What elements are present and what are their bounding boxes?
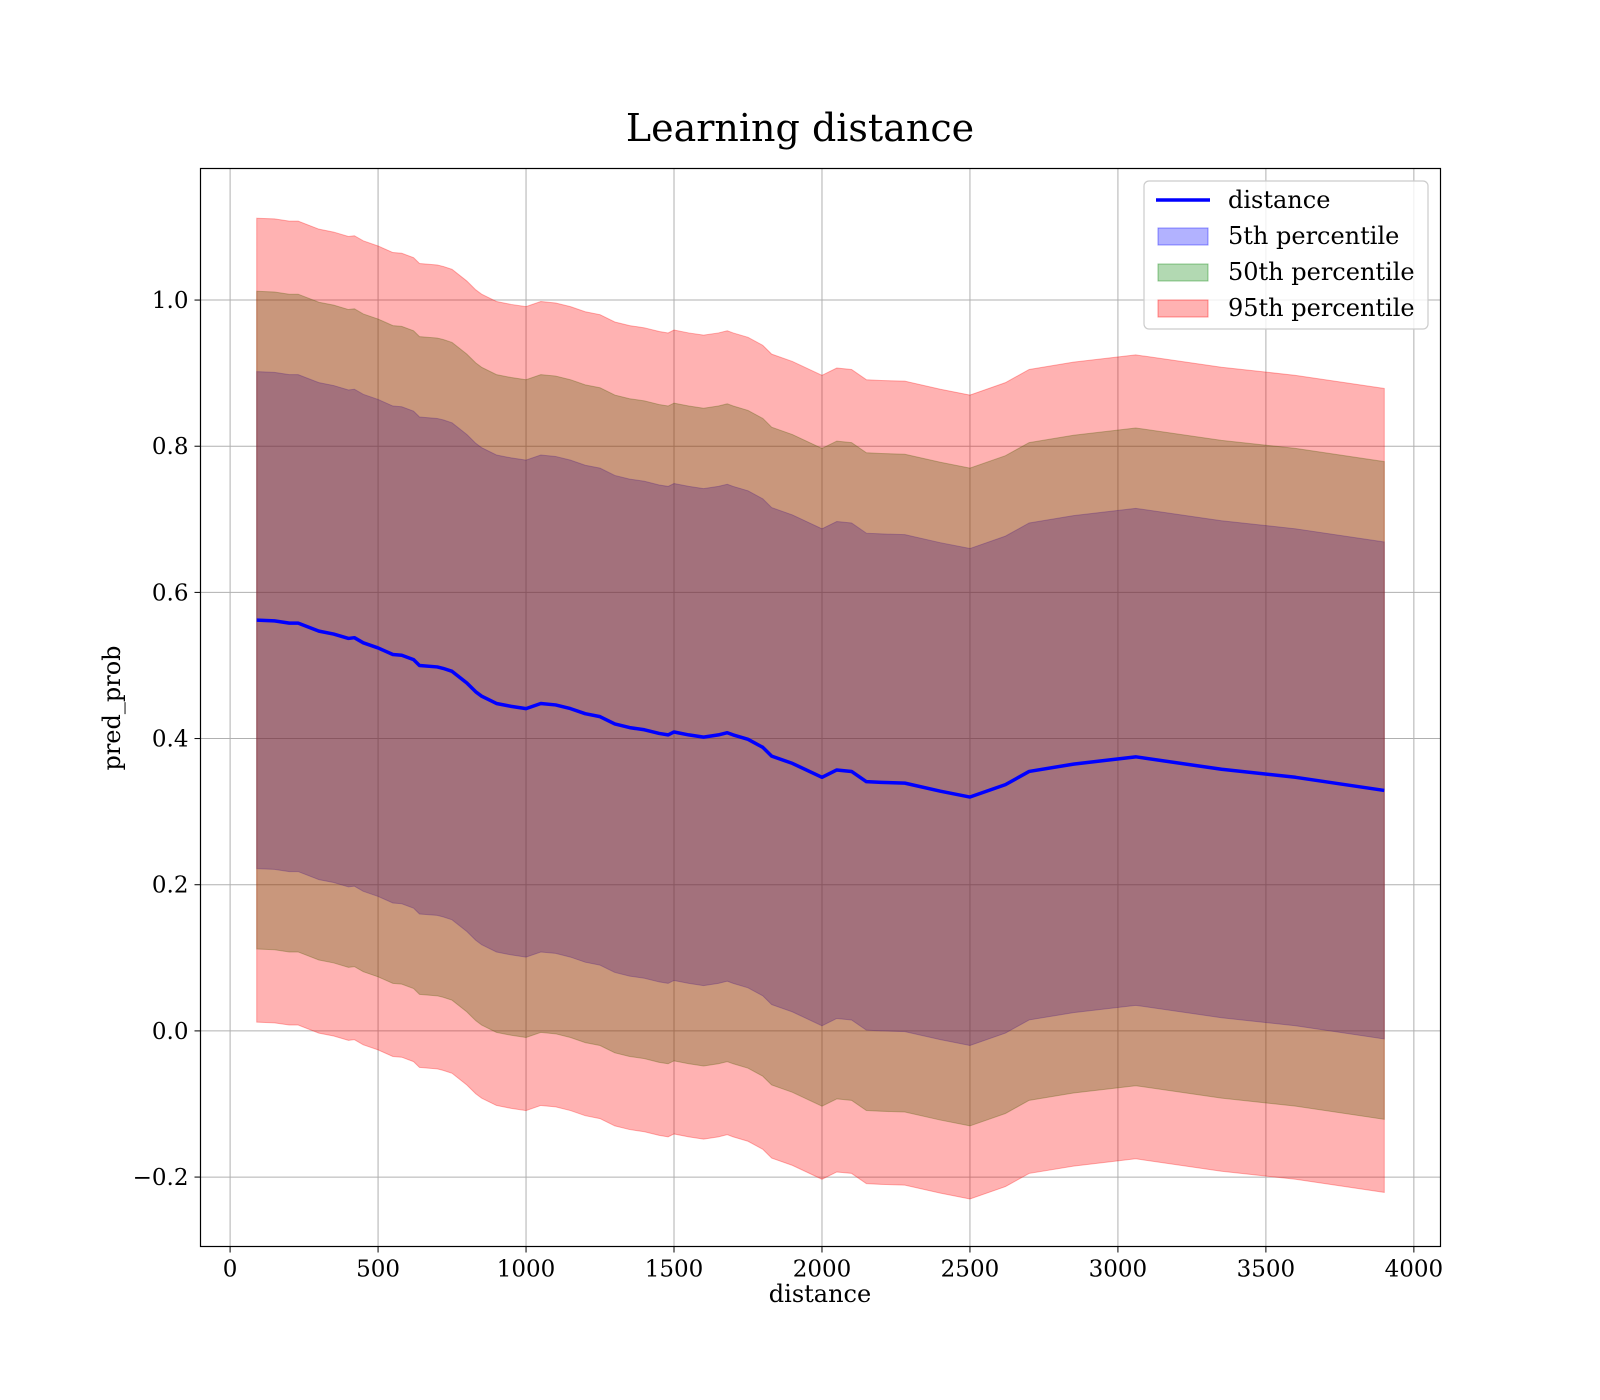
chart-title: Learning distance [626, 106, 974, 150]
y-tick-label: 0.6 [152, 580, 189, 606]
x-tick-label: 3000 [1089, 1257, 1148, 1283]
legend-swatch-95th-percentile [1157, 299, 1209, 318]
legend-label-distance: distance [1228, 186, 1330, 214]
y-tick-label: 0.4 [152, 727, 189, 753]
band-5th-percentile [256, 371, 1385, 1047]
x-tick-label: 2000 [793, 1257, 852, 1283]
legend-label-95th-percentile: 95th percentile [1228, 294, 1415, 322]
x-axis-label: distance [769, 1280, 871, 1308]
legend-entries: distance 5th percentile 50th percentile 95t… [1156, 186, 1415, 322]
band-95th-percentile [256, 217, 1385, 1200]
legend-swatch-5th-percentile [1157, 227, 1209, 246]
y-tick-label: 1.0 [152, 288, 189, 314]
x-tick-label: 1500 [645, 1257, 704, 1283]
x-tick-label: 1000 [497, 1257, 556, 1283]
x-tick-label: 500 [356, 1257, 400, 1283]
x-tick-label: 0 [223, 1257, 238, 1283]
legend-frame [1143, 180, 1429, 330]
y-tick-label: −0.2 [133, 1165, 189, 1191]
legend: distance 5th percentile 50th percentile 95t… [1143, 180, 1429, 330]
y-axis-label: pred_prob [98, 645, 126, 770]
grid-lines [200, 168, 1441, 1247]
band-50th-percentile [256, 290, 1385, 1127]
y-axis-ticks: −0.2 0.0 0.2 0.4 0.6 0.8 1.0 [133, 288, 201, 1191]
x-tick-label: 3500 [1237, 1257, 1296, 1283]
plot-frame [199, 167, 1442, 1248]
x-axis-ticks: 0 500 1000 1500 2000 2500 3000 3500 4000 [223, 1246, 1444, 1283]
y-tick-label: 0.2 [152, 873, 189, 899]
percentile-bands [256, 217, 1385, 1200]
y-tick-label: 0.0 [152, 1019, 189, 1045]
y-tick-label: 0.8 [152, 434, 189, 460]
series-line-distance [256, 618, 1385, 799]
x-tick-label: 4000 [1385, 1257, 1444, 1283]
legend-swatch-50th-percentile [1157, 263, 1209, 282]
x-tick-label: 2500 [941, 1257, 1000, 1283]
series-lines [256, 618, 1385, 799]
legend-label-50th-percentile: 50th percentile [1228, 258, 1415, 286]
legend-label-5th-percentile: 5th percentile [1228, 222, 1399, 250]
